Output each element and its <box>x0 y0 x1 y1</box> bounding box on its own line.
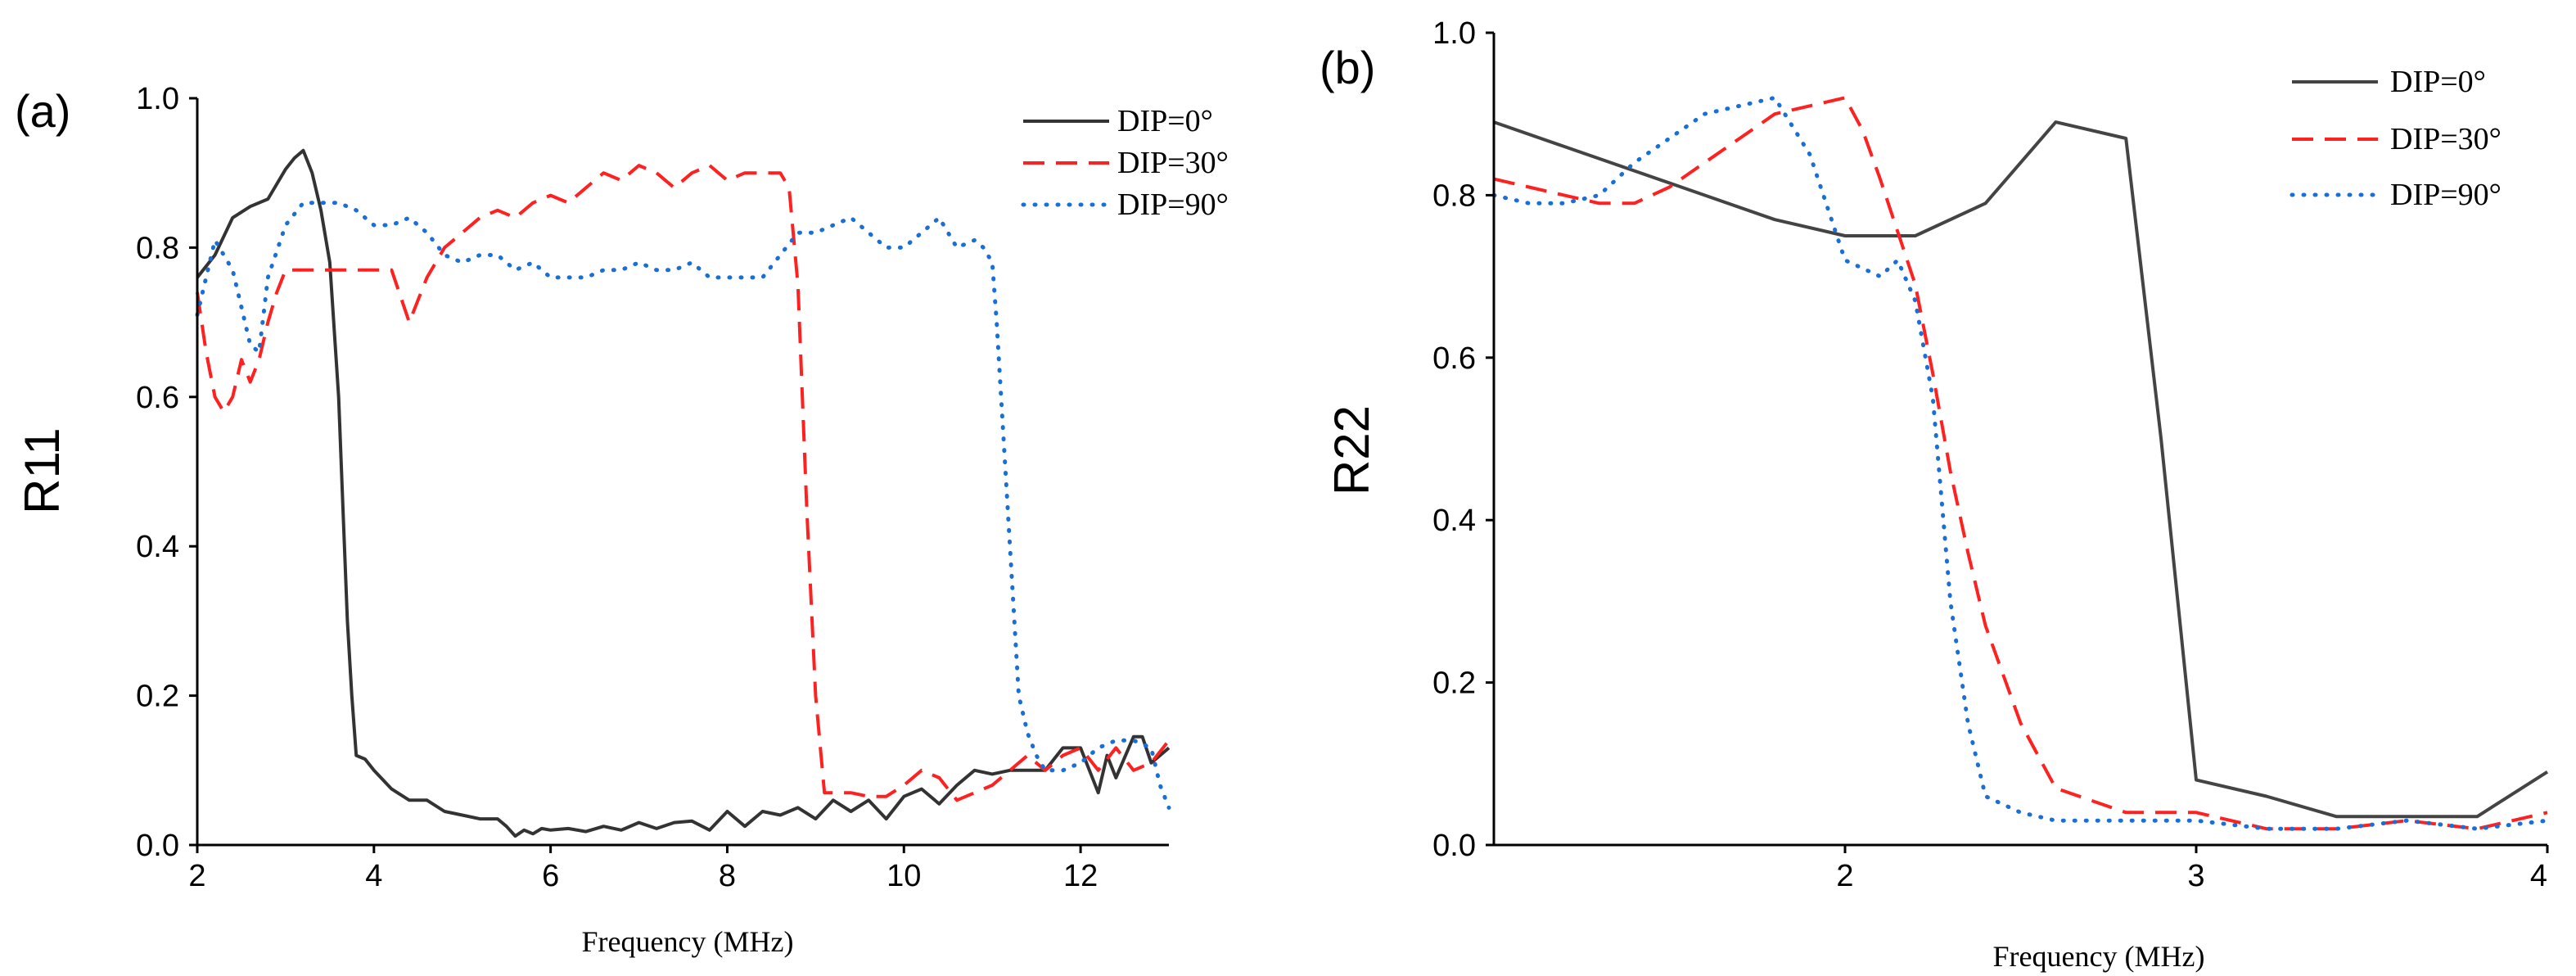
panel-a-x-axis-label: Frequency (MHz) <box>582 925 794 958</box>
panel-b-legend-label-dip-90: DIP=90° <box>2390 178 2502 212</box>
panel-a-plot-area: 2 4 6 8 10 12 0.0 0.2 0.4 0.6 0.8 1.0 <box>136 82 1171 893</box>
panel-b-y-tick-label: 0.2 <box>1432 666 1476 701</box>
panel-b-y-tick-label: 1.0 <box>1432 16 1476 51</box>
panel-a-y-tick-label: 0.6 <box>136 381 179 415</box>
panel-b-y-tick-label: 0.8 <box>1432 178 1476 213</box>
panel-b-series-layer <box>1491 95 2550 831</box>
panel-a-y-ticks: 0.0 0.2 0.4 0.6 0.8 1.0 <box>136 82 197 863</box>
panel-b-series-line-dip-90 <box>1491 95 2550 831</box>
panel-b-x-tick-label: 4 <box>2530 859 2547 893</box>
panel-b-legend-entry: DIP=30° <box>2292 122 2502 156</box>
panel-a-x-tick-label: 6 <box>542 859 559 893</box>
panel-a-x-tick-label: 2 <box>188 859 205 893</box>
panel-a-x-tick-label: 8 <box>719 859 736 893</box>
panel-b-y-tick-label: 0.4 <box>1432 504 1476 538</box>
panel-a-y-tick-label: 0.8 <box>136 231 179 265</box>
panel-a-x-tick-label: 10 <box>886 859 921 893</box>
panel-b-legend-label-dip-30: DIP=30° <box>2390 122 2502 156</box>
panel-b-label: (b) <box>1320 42 1375 93</box>
panel-b-series-line-dip-0 <box>1493 120 2549 819</box>
panel-a-series-layer <box>195 148 1171 838</box>
panel-b-x-tick-label: 3 <box>2187 859 2204 893</box>
panel-a-x-tick-label: 4 <box>365 859 382 893</box>
panel-b-legend-entry: DIP=90° <box>2290 178 2502 212</box>
panel-a-y-tick-label: 0.4 <box>136 530 179 564</box>
panel-a-y-tick-label: 1.0 <box>136 82 179 116</box>
panel-b-x-tick-label: 2 <box>1836 859 1853 893</box>
panel-b-series-line-dip-30 <box>1493 96 2548 831</box>
panel-a-legend-entry: DIP=0° <box>1023 104 1213 138</box>
panel-b: (b) R22 Frequency (MHz) 2 3 4 <box>1320 16 2550 973</box>
panel-a-legend-label-dip-90: DIP=90° <box>1117 188 1229 222</box>
panel-b-y-axis-label: R22 <box>1324 405 1379 495</box>
panel-a-x-tick-label: 12 <box>1063 859 1098 893</box>
panel-b-plot-area: 2 3 4 0.0 0.2 0.4 0.6 0.8 1.0 <box>1432 16 2550 893</box>
panel-a-legend-entry: DIP=30° <box>1023 146 1229 180</box>
panel-a-legend-entry: DIP=90° <box>1021 188 1229 222</box>
panel-b-legend-entry: DIP=0° <box>2292 65 2486 99</box>
panel-a-y-tick-label: 0.0 <box>136 829 179 863</box>
panel-a-legend-label-dip-30: DIP=30° <box>1117 146 1229 180</box>
panel-a-label: (a) <box>15 85 70 137</box>
panel-b-y-tick-label: 0.0 <box>1432 829 1476 863</box>
panel-a-x-ticks: 2 4 6 8 10 12 <box>188 845 1098 893</box>
panel-b-legend-label-dip-0: DIP=0° <box>2390 65 2486 99</box>
panel-b-x-axis-label: Frequency (MHz) <box>1993 940 2205 973</box>
panel-a-series-line-dip-90 <box>195 201 1171 810</box>
panel-b-y-ticks: 0.0 0.2 0.4 0.6 0.8 1.0 <box>1432 16 1494 863</box>
panel-a-series-line-dip-0 <box>196 148 1171 838</box>
panel-a-series-line-dip-30 <box>196 164 1171 802</box>
panel-a-y-tick-label: 0.2 <box>136 680 179 714</box>
panel-a: (a) R11 Frequency (MHz) 2 4 6 8 <box>15 82 1229 958</box>
panel-b-y-tick-label: 0.6 <box>1432 341 1476 376</box>
panel-b-legend: DIP=0° DIP=30° DIP=90° <box>2290 65 2502 212</box>
panel-a-legend-label-dip-0: DIP=0° <box>1117 104 1213 138</box>
panel-a-y-axis-label: R11 <box>15 427 70 514</box>
panel-a-legend: DIP=0° DIP=30° DIP=90° <box>1021 104 1229 222</box>
panel-b-x-ticks: 2 3 4 <box>1836 845 2549 893</box>
